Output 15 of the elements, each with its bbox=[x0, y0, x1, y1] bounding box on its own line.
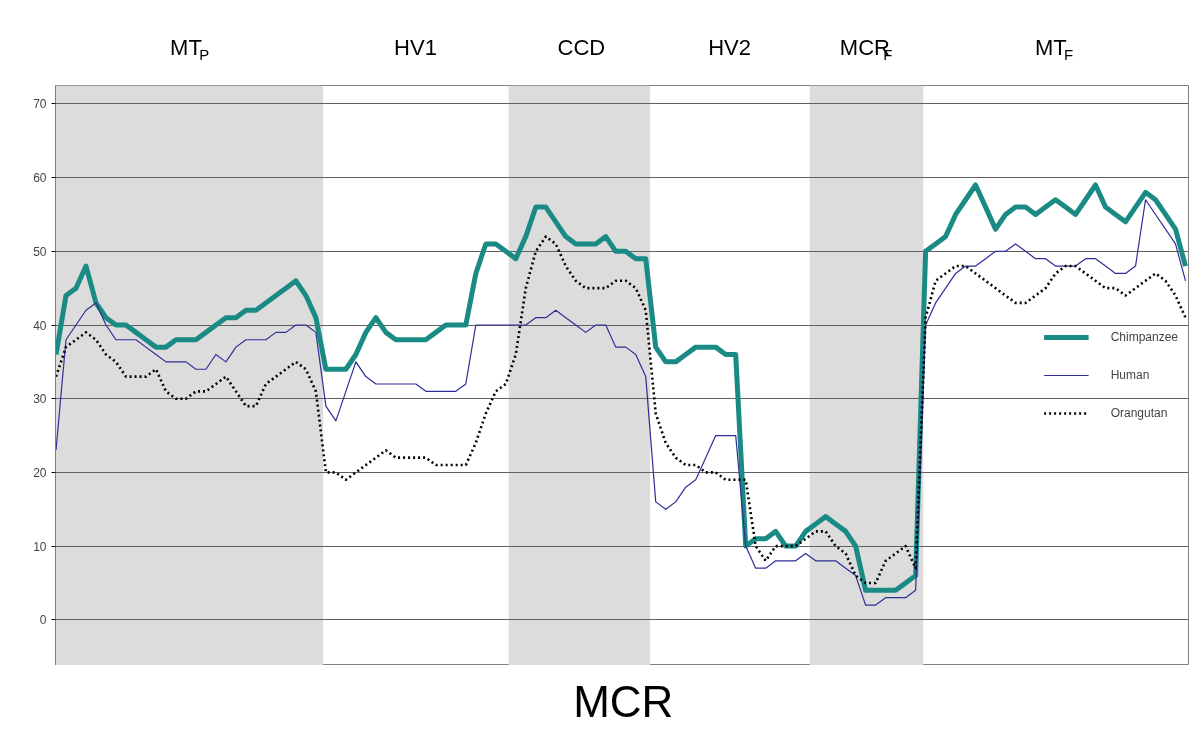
y-tick-label: 30 bbox=[33, 392, 47, 407]
legend-label: Orangutan bbox=[1110, 406, 1168, 420]
legend-label: Human bbox=[1110, 368, 1150, 382]
text: MCR bbox=[573, 677, 674, 727]
y-tick-label: 50 bbox=[33, 244, 47, 259]
y-tick-label: 0 bbox=[39, 613, 47, 628]
y-tick-label: 60 bbox=[33, 171, 47, 186]
text: HV2 bbox=[708, 34, 751, 60]
legend-label: Chimpanzee bbox=[1110, 330, 1178, 344]
y-tick-label: 20 bbox=[33, 465, 47, 480]
text: HV1 bbox=[394, 34, 437, 60]
y-tick-label: 70 bbox=[33, 97, 47, 112]
y-tick-label: 10 bbox=[33, 539, 47, 554]
y-tick-label: 40 bbox=[33, 318, 47, 333]
text: CCD bbox=[557, 34, 606, 60]
